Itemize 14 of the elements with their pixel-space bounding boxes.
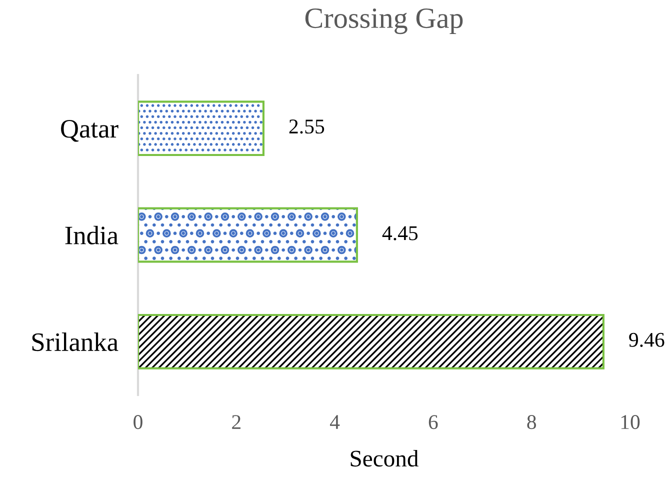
x-tick-label: 8 <box>527 415 536 430</box>
data-label: 2.55 <box>289 120 324 134</box>
chart-title: Crossing Gap <box>305 8 463 34</box>
x-tick-label: 4 <box>330 415 340 429</box>
data-label: 4.45 <box>382 226 418 240</box>
x-tick-label: 6 <box>428 415 438 430</box>
y-tick-label: Srilanka <box>32 332 118 352</box>
x-axis-title: Second <box>350 450 418 467</box>
y-tick-label: Qatar <box>61 120 118 142</box>
x-tick-label: 2 <box>232 415 240 429</box>
x-tick-label: 10 <box>621 415 640 430</box>
x-tick-label: 0 <box>134 415 142 430</box>
y-tick-label: India <box>65 226 118 244</box>
data-label: 9.46 <box>629 332 664 347</box>
